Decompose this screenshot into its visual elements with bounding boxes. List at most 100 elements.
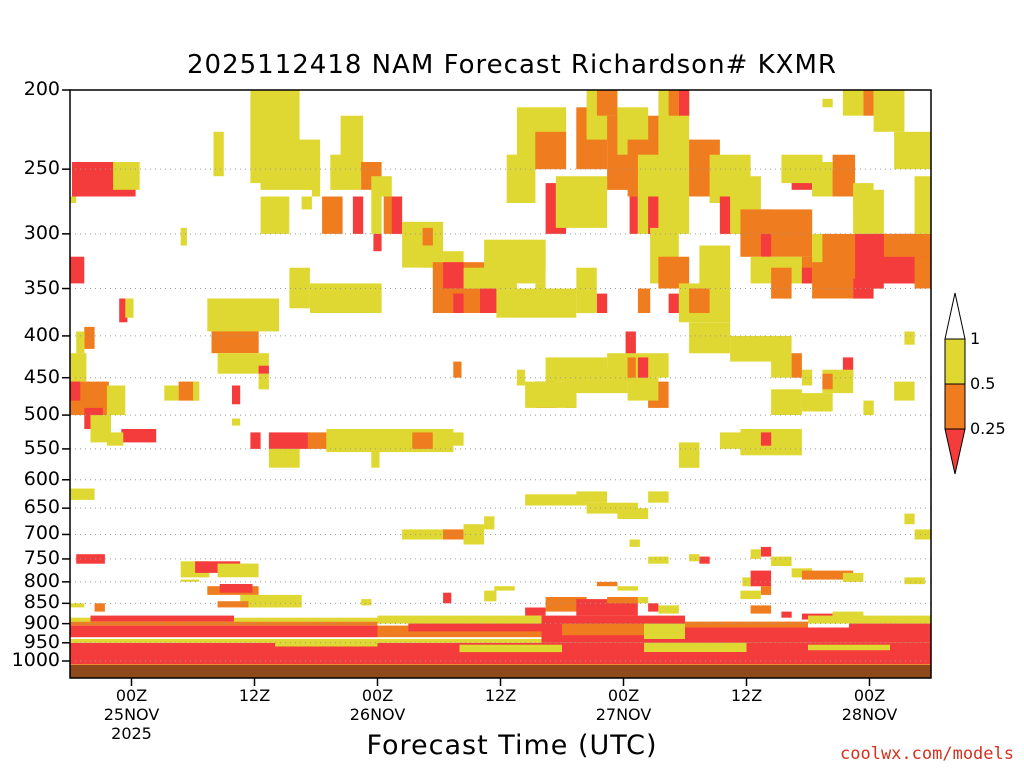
x-tick-label-line: 27NOV <box>595 705 652 724</box>
heatmap-cell <box>535 131 567 170</box>
heatmap-cell <box>629 196 638 234</box>
heatmap-cell <box>648 196 659 234</box>
heatmap-cell <box>853 183 874 210</box>
heatmap-cell <box>914 256 931 289</box>
heatmap-cell <box>904 577 925 585</box>
heatmap-cell <box>535 283 546 299</box>
y-tick-label: 450 <box>23 365 60 388</box>
heatmap-cell <box>422 227 433 246</box>
x-tick-label: 00Z 26NOV <box>338 686 418 724</box>
heatmap-cell <box>70 353 87 382</box>
heatmap-cell <box>70 661 931 665</box>
heatmap-cell <box>562 623 644 636</box>
heatmap-cell <box>625 331 636 358</box>
heatmap-cell <box>121 429 157 443</box>
heatmap-cell <box>678 442 700 468</box>
heatmap-cell <box>240 594 302 608</box>
heatmap-cell <box>307 432 329 449</box>
heatmap-cell <box>791 353 802 378</box>
heatmap-cell <box>842 90 864 116</box>
heatmap-cell <box>94 603 105 612</box>
x-tick-label-line: 00Z <box>115 686 148 705</box>
heatmap-cell <box>699 245 731 284</box>
heatmap-cell <box>617 508 649 519</box>
heatmap-cell <box>607 353 669 378</box>
y-tick-label: 350 <box>23 276 60 299</box>
heatmap-cell <box>412 432 433 449</box>
heatmap-cell <box>70 621 378 626</box>
heatmap-cell <box>90 415 111 443</box>
x-tick-label: 12Z <box>707 686 787 705</box>
heatmap-cell <box>801 267 813 284</box>
heatmap-cell <box>607 597 638 604</box>
heatmap-cell <box>106 432 124 446</box>
heatmap-cell <box>801 570 854 580</box>
x-tick-label: 12Z <box>461 686 541 705</box>
colorbar-label-0.5: 0.5 <box>970 374 996 393</box>
heatmap-cell <box>873 90 905 132</box>
heatmap-cell <box>791 568 813 578</box>
heatmap-cell <box>113 162 140 190</box>
heatmap-cell <box>808 644 890 651</box>
y-tick-label: 950 <box>23 630 60 653</box>
heatmap-cell <box>596 581 618 587</box>
heatmap-cell <box>506 154 536 203</box>
heatmap-cell <box>689 554 700 562</box>
y-tick-label: 600 <box>23 467 60 490</box>
heatmap-cell <box>648 556 669 564</box>
heatmap-cell <box>750 549 761 559</box>
heatmap-cell <box>207 298 280 332</box>
heatmap-cell <box>750 605 772 614</box>
heatmap-cell <box>740 590 761 600</box>
x-axis-label: Forecast Time (UTC) <box>366 730 658 761</box>
heatmap-cell <box>371 196 382 234</box>
heatmap-cell <box>219 584 253 593</box>
heatmap-cell <box>494 586 515 591</box>
heatmap-cell <box>301 196 312 210</box>
colorbar-bottom-triangle <box>944 428 966 475</box>
heatmap-cell <box>443 529 464 540</box>
heatmap-cell <box>232 385 241 405</box>
x-tick-label-line: 00Z <box>607 686 640 705</box>
heatmap-cell <box>260 196 290 234</box>
colorbar-top-triangle <box>944 292 966 340</box>
pressure-gridlines <box>70 168 931 662</box>
heatmap-cell <box>453 361 462 378</box>
heatmap-cell <box>90 615 234 622</box>
heatmap-cell <box>644 642 747 652</box>
heatmap-cell <box>449 432 464 446</box>
ground-band <box>70 665 931 678</box>
heatmap-cell <box>361 599 372 606</box>
heatmap-cell <box>76 331 85 354</box>
heatmap-cell <box>232 418 241 426</box>
x-tick-label: 00Z 28NOV <box>830 686 910 724</box>
heatmap-cell <box>555 176 608 228</box>
heatmap-cell <box>863 400 874 416</box>
heatmap-cell <box>596 293 608 313</box>
heatmap-cell <box>268 432 310 449</box>
heatmap-cell <box>443 592 452 604</box>
heatmap-cell <box>260 139 321 190</box>
heatmap-cell <box>781 611 792 618</box>
heatmap-cell <box>193 381 200 401</box>
heatmap-cell <box>699 556 710 564</box>
heatmap-cell <box>119 298 128 323</box>
heatmap-cell <box>371 176 392 197</box>
heatmap-cell <box>586 502 638 514</box>
heatmap-cell <box>832 611 864 618</box>
credit-link[interactable]: coolwx.com/models <box>840 744 1014 764</box>
y-tick-label: 1000 <box>11 649 60 671</box>
heatmap-cell <box>771 389 802 415</box>
y-tick-label: 650 <box>23 496 60 519</box>
heatmap-cell <box>596 90 618 116</box>
heatmap-cell <box>689 322 731 354</box>
x-tick-marks <box>130 678 871 686</box>
heatmap-cell <box>309 283 382 313</box>
heatmap-cell <box>496 267 505 284</box>
y-tick-label: 900 <box>23 611 60 634</box>
heatmap-cell <box>164 385 179 401</box>
heatmap-cell <box>70 639 931 643</box>
heatmap-cell <box>371 448 380 468</box>
colorbar <box>944 292 966 475</box>
heatmap-cell <box>402 529 454 540</box>
